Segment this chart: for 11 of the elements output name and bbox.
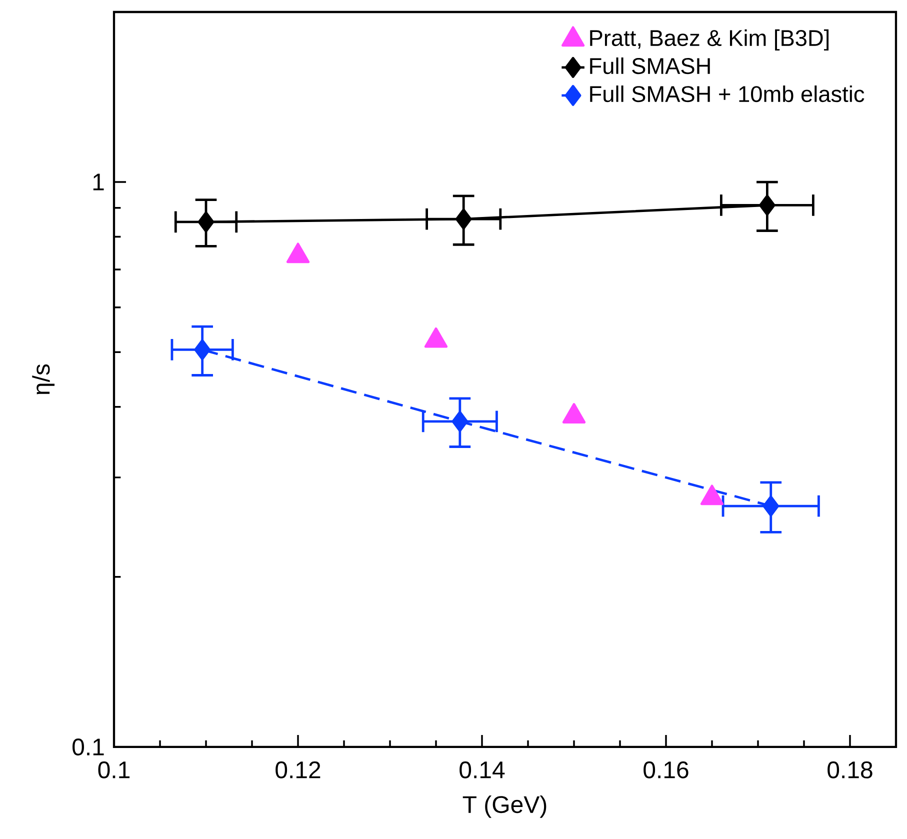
legend-label: Full SMASH + 10mb elastic (590, 85, 864, 102)
x-tick-label: 0.18 (828, 761, 872, 778)
y-tick-label: 1 (93, 174, 104, 190)
legend-label: Pratt, Baez & Kim [B3D] (590, 29, 829, 51)
x-tick-label: 0.14 (460, 761, 505, 778)
legend-label: Full SMASH (590, 57, 710, 74)
x-tick-label: 0.12 (276, 761, 320, 778)
x-tick-label: 0.1 (98, 761, 130, 778)
x-tick-label: 0.16 (644, 761, 688, 778)
y-axis-title: η/s (32, 364, 55, 394)
x-axis-title: T (GeV) (462, 795, 546, 818)
